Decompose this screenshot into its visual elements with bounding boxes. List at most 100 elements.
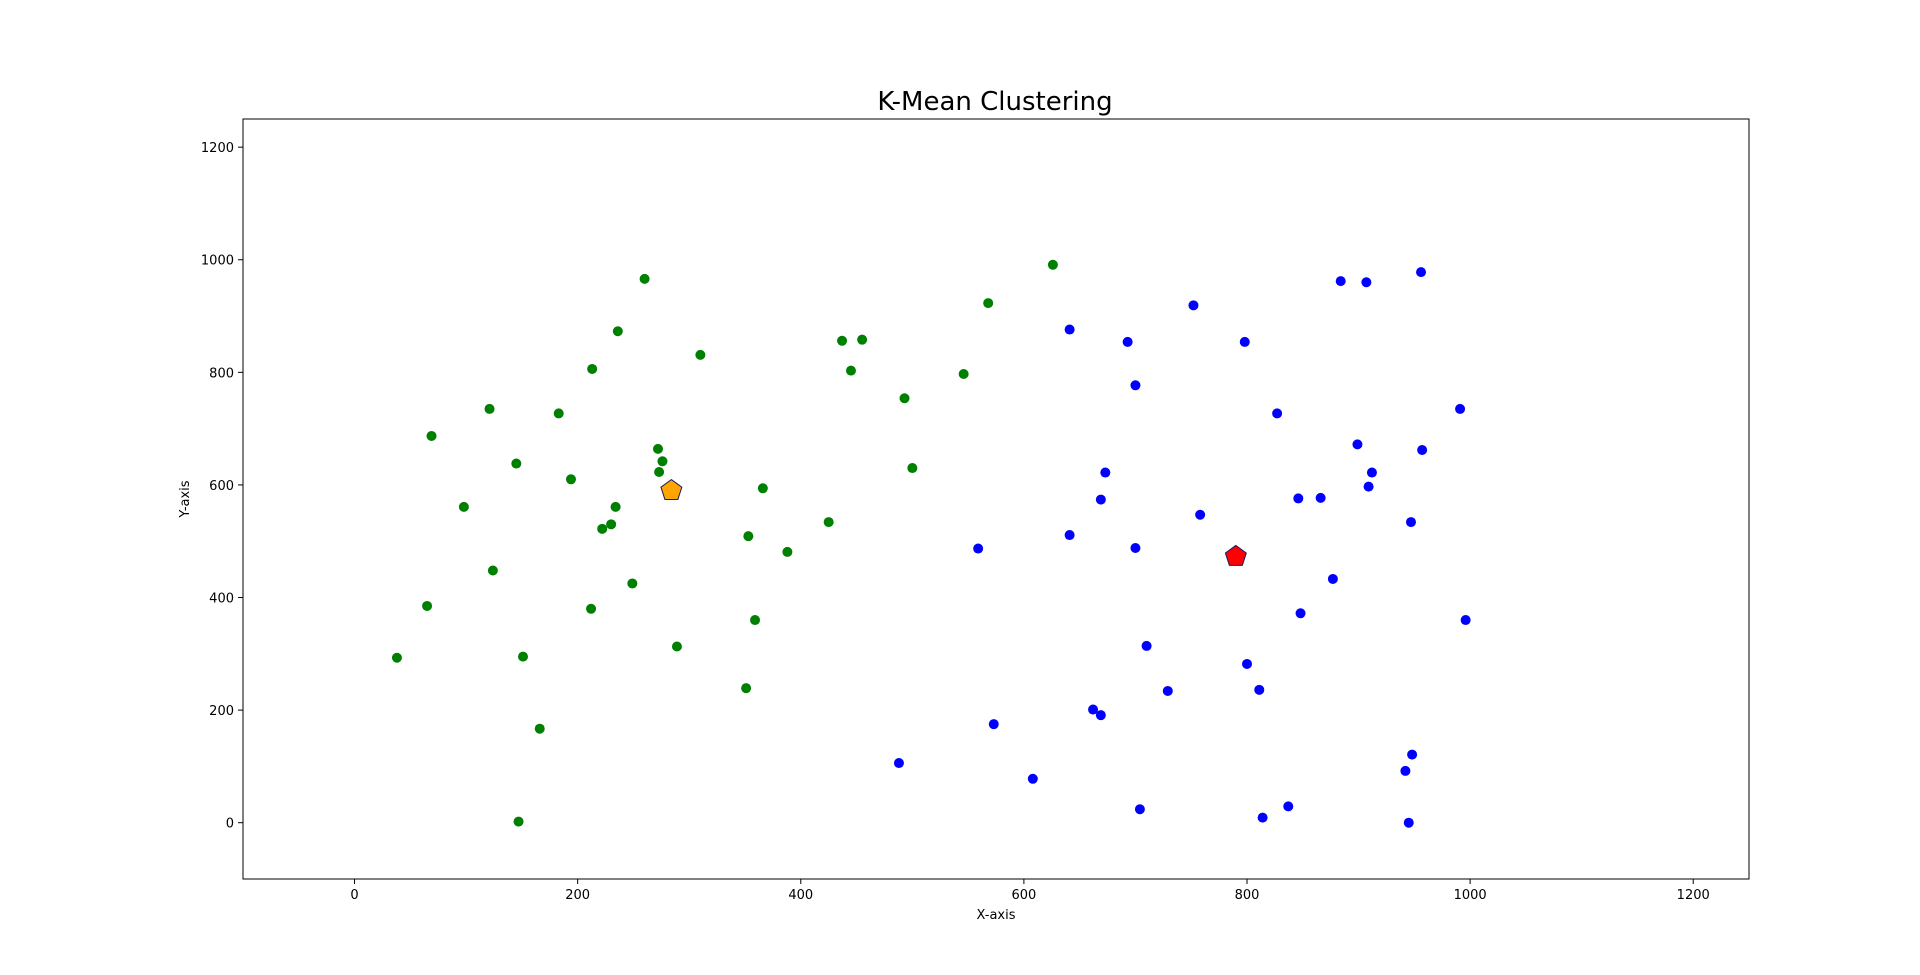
- data-point: [1134, 804, 1145, 815]
- data-point: [458, 501, 469, 512]
- data-point: [958, 369, 969, 380]
- data-point: [1242, 658, 1252, 669]
- data-point: [893, 758, 904, 769]
- data-points: [391, 259, 1471, 828]
- data-point: [1361, 277, 1372, 288]
- data-point: [484, 403, 495, 414]
- y-tick-label: 1000: [201, 254, 234, 269]
- data-point: [741, 683, 752, 694]
- x-axis: 0 200 400 600 800 1000 1200: [350, 879, 1710, 903]
- data-point: [1327, 573, 1338, 584]
- data-point: [1455, 403, 1466, 414]
- data-point: [1363, 481, 1374, 492]
- data-point: [587, 363, 598, 374]
- data-point: [857, 334, 868, 345]
- data-point: [1047, 259, 1058, 270]
- data-point: [1295, 608, 1306, 619]
- data-point: [553, 408, 564, 419]
- data-point: [757, 483, 768, 494]
- y-tick-label: 1200: [201, 141, 234, 156]
- data-point: [610, 501, 621, 512]
- data-point: [1400, 765, 1411, 776]
- data-point: [1315, 492, 1326, 503]
- data-point: [1293, 493, 1304, 504]
- data-point: [1130, 380, 1141, 391]
- data-point: [1239, 336, 1250, 347]
- data-point: [988, 719, 999, 730]
- data-point: [657, 456, 668, 467]
- data-point: [1141, 640, 1152, 651]
- data-point: [845, 365, 856, 376]
- data-point: [837, 335, 848, 346]
- centroid-marker: [660, 478, 683, 500]
- data-point: [654, 466, 665, 477]
- plot-area: [242, 118, 1750, 880]
- x-tick-label: 400: [788, 888, 813, 903]
- data-point: [1095, 710, 1106, 721]
- data-point: [1352, 439, 1363, 450]
- x-tick-label: 1200: [1677, 888, 1710, 903]
- data-point: [1254, 684, 1265, 695]
- data-point: [422, 600, 433, 611]
- data-point: [1366, 467, 1377, 478]
- data-point: [1064, 530, 1075, 541]
- data-point: [1283, 801, 1294, 812]
- data-point: [1405, 517, 1416, 528]
- data-point: [1416, 267, 1427, 278]
- y-axis-label: Y-axis: [178, 480, 193, 518]
- data-point: [671, 641, 682, 652]
- data-point: [1122, 336, 1133, 347]
- data-point: [606, 519, 617, 530]
- data-point: [639, 273, 650, 284]
- data-point: [487, 565, 498, 576]
- data-point: [652, 443, 663, 454]
- data-point: [1460, 615, 1471, 626]
- data-point: [1195, 509, 1206, 520]
- data-point: [565, 474, 576, 485]
- x-tick-label: 600: [1011, 888, 1036, 903]
- data-point: [1095, 494, 1106, 505]
- y-tick-label: 200: [209, 704, 234, 719]
- y-tick-label: 800: [209, 366, 234, 381]
- data-point: [1403, 817, 1414, 828]
- data-point: [907, 463, 918, 474]
- data-point: [426, 430, 437, 441]
- data-point: [534, 723, 545, 734]
- data-point: [518, 651, 529, 662]
- data-point: [1335, 276, 1346, 287]
- data-point: [1162, 685, 1173, 696]
- data-point: [627, 578, 638, 589]
- data-point: [782, 546, 793, 557]
- x-tick-label: 1000: [1454, 888, 1487, 903]
- data-point: [983, 298, 994, 309]
- data-point: [1257, 812, 1268, 823]
- data-point: [1188, 300, 1199, 311]
- data-point: [823, 517, 834, 528]
- data-point: [513, 816, 524, 827]
- data-point: [1064, 324, 1075, 335]
- chart-title: K-Mean Clustering: [877, 87, 1112, 117]
- data-point: [973, 543, 984, 554]
- y-axis: 0 200 400 600 800 1000 1200: [201, 141, 243, 832]
- data-point: [743, 531, 754, 542]
- data-point: [1027, 773, 1038, 784]
- y-tick-label: 0: [226, 817, 234, 832]
- y-tick-label: 600: [209, 479, 234, 494]
- data-point: [899, 393, 910, 404]
- data-point: [1100, 467, 1111, 478]
- data-point: [1088, 704, 1099, 715]
- data-point: [1130, 542, 1141, 553]
- x-tick-label: 800: [1235, 888, 1260, 903]
- x-axis-label: X-axis: [977, 908, 1016, 923]
- data-point: [597, 523, 608, 534]
- data-point: [1407, 749, 1418, 760]
- data-point: [1272, 408, 1283, 419]
- data-point: [391, 652, 402, 663]
- x-tick-label: 200: [565, 888, 590, 903]
- data-point: [750, 615, 761, 626]
- data-point: [1417, 445, 1428, 456]
- data-point: [612, 326, 623, 337]
- centroids: [660, 478, 1247, 566]
